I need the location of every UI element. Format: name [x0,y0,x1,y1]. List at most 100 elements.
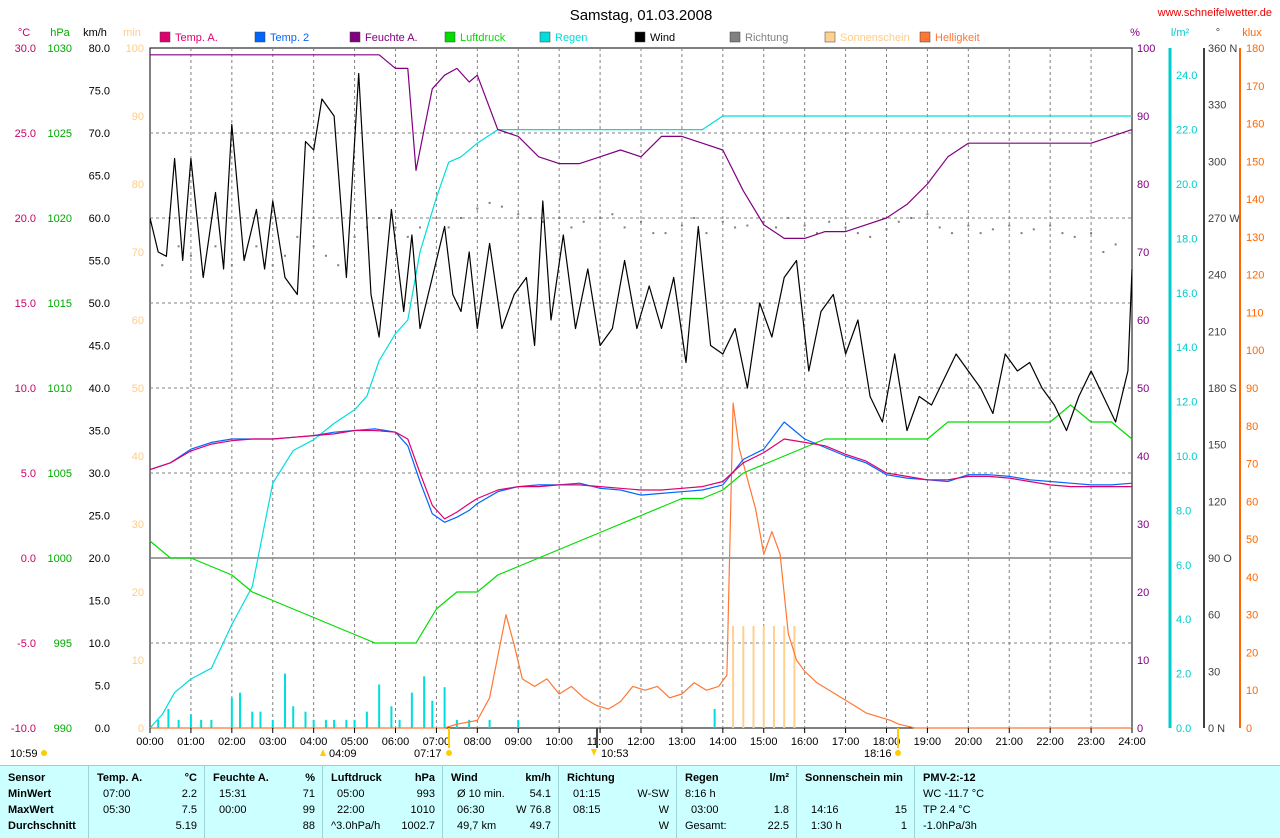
direction-tick: 330 [1208,100,1226,112]
legend-label: Wind [650,32,675,44]
direction-tick: 0 N [1208,723,1225,735]
direction-dot [324,254,327,257]
light-tick: 160 [1246,119,1264,131]
x-tick-label: 23:00 [1077,736,1105,748]
pmv-pressure-trend: -1.0hPa/3h [923,820,977,832]
wind-tick: 75.0 [89,86,110,98]
pressure-tick: 1020 [48,213,72,225]
wind-header: Wind [451,772,478,784]
light-tick: 30 [1246,610,1258,622]
sensor-avg-label: Durchschnitt [8,820,76,832]
rain-duration: 8:16 h [685,788,716,800]
direction-dot [762,220,765,223]
sun-tick: 30 [132,519,144,531]
direction-dot [775,226,778,229]
light-tick: 70 [1246,459,1258,471]
direction-dot [459,217,462,219]
temp-tick: 30.0 [15,43,36,55]
direction-dot [488,201,491,204]
rain-max-value: 1.8 [773,804,789,816]
temp-avg-value: 5.19 [175,820,197,832]
legend-swatch [634,31,646,43]
pressure-unit-label: hPa [50,27,70,39]
wind-unit-label: km/h [83,27,107,39]
pressure-header: Luftdruck [331,772,382,784]
rain-tick: 16.0 [1176,288,1197,300]
direction-tick: 120 [1208,496,1226,508]
wind-tick: 65.0 [89,171,110,183]
x-tick-label: 13:00 [668,736,696,748]
humidity-min-value: 71 [302,788,315,800]
direction-dot [1090,232,1093,235]
direction-dot [1114,243,1117,246]
direction-dot [230,264,233,267]
light-tick: 100 [1246,345,1264,357]
light-tick: 140 [1246,194,1264,206]
moonset-icon [591,749,597,756]
pmv-windchill: WC -11.7 °C [923,788,985,800]
rain-tick: 12.0 [1176,397,1197,409]
direction-dot [950,232,953,235]
sunshine-duration: 10:59 [10,748,38,760]
rain-tick: 0.0 [1176,723,1191,735]
bar-series [157,626,796,728]
temp-tick: -10.0 [11,723,36,735]
wind-tick: 40.0 [89,383,110,395]
temp-tick: 5.0 [21,468,36,480]
direction-tick: 60 [1208,610,1220,622]
direction-dot [652,232,655,235]
summary-temp: Temp. A. °C 07:00 2.2 05:30 7.5 5.19 [88,766,205,838]
legend-label: Temp. A. [175,32,218,44]
direction-dot [815,232,818,235]
x-tick-label: 09:00 [504,736,532,748]
rain-max-time: 03:00 [691,804,719,816]
summary-wind: Wind km/h Ø 10 min. 54.1 06:30 W 76.8 49,7 … [442,766,559,838]
website-link[interactable]: www.schneifelwetter.de [1157,7,1272,19]
direction-max-time: 08:15 [573,804,601,816]
sun-tick: 50 [132,383,144,395]
direction-dot [803,224,806,227]
humidity-tick: 40 [1137,451,1149,463]
direction-dot [406,235,409,238]
summary-humidity: Feuchte A.% 15:31 71 00:00 99 88 [204,766,323,838]
direction-dot [353,235,356,238]
rain-unit: l/m² [769,772,789,784]
direction-dot [1032,228,1035,231]
direction-dot [541,220,544,223]
light-tick: 80 [1246,421,1258,433]
wind-tick: 55.0 [89,256,110,268]
temp-min-time: 07:00 [103,788,131,800]
x-tick-label: 12:00 [627,736,655,748]
wind-tick: 25.0 [89,511,110,523]
humidity-tick: 50 [1137,383,1149,395]
direction-header: Richtung [567,772,615,784]
direction-dot [529,217,532,219]
x-tick-label: 16:00 [791,736,819,748]
series-line-temp-a [149,429,1132,520]
x-tick-label: 07:00 [423,736,451,748]
moonset-time: 10:53 [601,748,629,760]
wind-tick: 30.0 [89,468,110,480]
sun-duration: 1:30 h [811,820,842,832]
series-line-luftdruck [149,404,1133,644]
pressure-avg-value: 1002.7 [401,820,435,832]
direction-dot [979,232,982,235]
light-unit-label: klux [1242,27,1262,39]
legend-label: Luftdruck [460,32,506,44]
direction-dot [296,235,299,238]
direction-dot [419,226,422,229]
x-tick-label: 04:00 [300,736,328,748]
wind-tick: 80.0 [89,43,110,55]
summary-rain: Regen l/m² 8:16 h 03:00 1.8 Gesamt: 22.5 [676,766,797,838]
direction-max-value: W [658,804,669,816]
wind-max-value: W 76.8 [516,804,551,816]
wind-avg10-value: 54.1 [529,788,551,800]
sunrise-icon [446,750,452,756]
x-tick-label: 18:00 [873,736,901,748]
pressure-min-time: 05:00 [337,788,365,800]
direction-dot [476,207,479,210]
direction-dot [938,226,941,229]
wind-max-time: 06:30 [457,804,485,816]
direction-dot [570,226,573,229]
direction-tick: 210 [1208,326,1226,338]
